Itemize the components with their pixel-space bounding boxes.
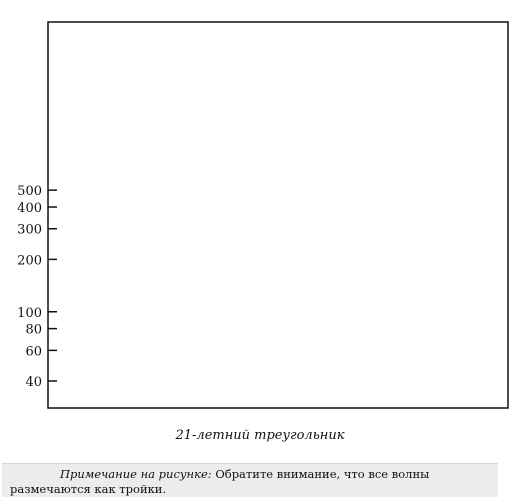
y-tick-label: 40 (25, 375, 42, 390)
tick-marks (48, 189, 57, 382)
y-tick-label: 60 (25, 344, 42, 359)
footnote-text: Обратите внимание, что все волны размеча… (10, 467, 430, 496)
y-tick-label: 400 (17, 201, 42, 216)
footnote-label: Примечание на рисунке: (60, 467, 212, 481)
y-tick-label: 200 (17, 253, 42, 268)
footnote: Примечание на рисунке: Обратите внимание… (2, 463, 498, 497)
chart-caption: 21-летний треугольник (175, 428, 345, 443)
y-tick-labels: 40 60 80 100 200 300 400 500 (17, 184, 42, 390)
triangle-chart: '28303234363840424446485052 406080100200… (17, 21, 509, 409)
y-tick-label: 100 (17, 306, 42, 321)
y-tick-label: 500 (17, 184, 42, 199)
y-tick-label: 300 (17, 223, 42, 238)
y-tick-label: 80 (25, 323, 42, 338)
plot-frame (47, 21, 509, 409)
